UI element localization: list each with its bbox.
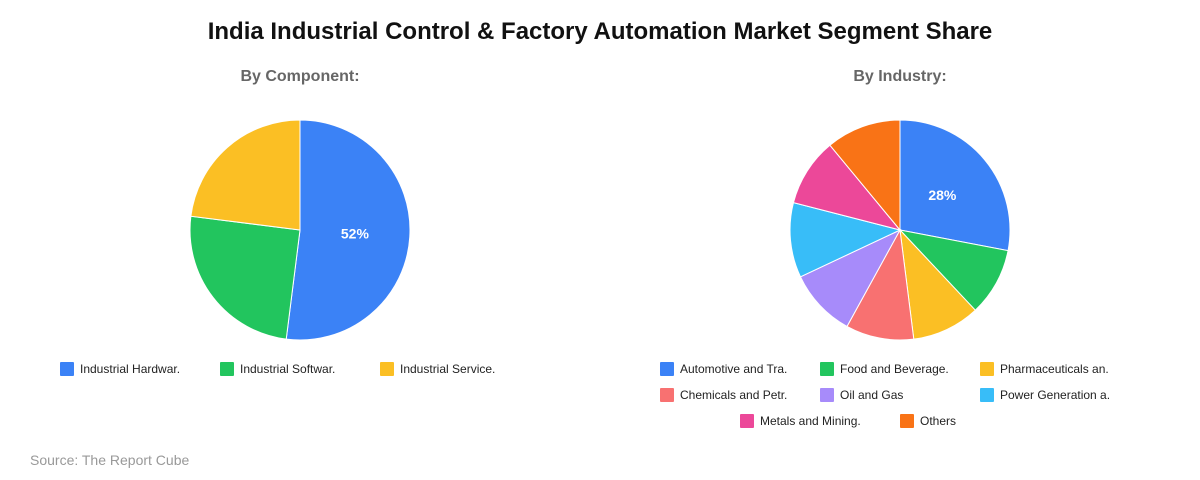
legend-item-oil-and-gas[interactable]: Oil and Gas [820, 388, 903, 402]
pie-slice-industrial-softwar [189, 215, 301, 340]
pie-data-label: 28% [928, 187, 957, 203]
legend-swatch [660, 362, 674, 376]
pie-slice-industrial-service [190, 119, 301, 231]
legend-label: Metals and Mining. [760, 414, 861, 428]
industry-pie-chart: 28% [789, 119, 1011, 341]
legend-swatch [660, 388, 674, 402]
source-note: Source: The Report Cube [30, 452, 190, 468]
legend-item-automotive-and-tra[interactable]: Automotive and Tra. [660, 362, 787, 376]
component-pie-chart: 52% [189, 119, 411, 341]
legend-swatch [740, 414, 754, 428]
legend-item-chemicals-and-petr[interactable]: Chemicals and Petr. [660, 388, 787, 402]
legend-label: Industrial Softwar. [240, 362, 336, 376]
legend-label: Pharmaceuticals an. [1000, 362, 1109, 376]
page-title: India Industrial Control & Factory Autom… [207, 18, 993, 45]
legend-item-industrial-hardwar[interactable]: Industrial Hardwar. [60, 362, 180, 376]
legend-item-power-generation-a[interactable]: Power Generation a. [980, 388, 1110, 402]
pie-slice-power-generation-a [789, 202, 902, 278]
legend-label: Others [920, 414, 957, 428]
legend-swatch [60, 362, 74, 376]
pie-slice-others [829, 119, 901, 232]
legend-item-pharmaceuticals-an[interactable]: Pharmaceuticals an. [980, 362, 1109, 376]
component-chart-title: By Component: [240, 68, 360, 85]
legend-item-industrial-service[interactable]: Industrial Service. [380, 362, 495, 376]
legend-swatch [980, 362, 994, 376]
legend-swatch [380, 362, 394, 376]
legend-item-metals-and-mining[interactable]: Metals and Mining. [740, 414, 861, 428]
legend-item-others[interactable]: Others [900, 414, 956, 428]
legend-label: Automotive and Tra. [680, 362, 788, 376]
legend-swatch [220, 362, 234, 376]
pie-slice-automotive-and-tra [899, 119, 1011, 252]
legend-label: Industrial Service. [400, 362, 496, 376]
legend-label: Oil and Gas [840, 388, 904, 402]
legend-swatch [980, 388, 994, 402]
industry-chart-title: By Industry: [853, 68, 947, 85]
legend-label: Chemicals and Petr. [680, 388, 788, 402]
legend-item-industrial-softwar[interactable]: Industrial Softwar. [220, 362, 335, 376]
legend-label: Food and Beverage. [840, 362, 949, 376]
legend-label: Power Generation a. [1000, 388, 1111, 402]
legend-swatch [820, 388, 834, 402]
legend-swatch [820, 362, 834, 376]
pie-slice-industrial-hardwar [285, 119, 411, 341]
legend-swatch [900, 414, 914, 428]
legend-item-food-and-beverage[interactable]: Food and Beverage. [820, 362, 949, 376]
pie-data-label: 52% [341, 225, 370, 241]
legend-label: Industrial Hardwar. [80, 362, 181, 376]
